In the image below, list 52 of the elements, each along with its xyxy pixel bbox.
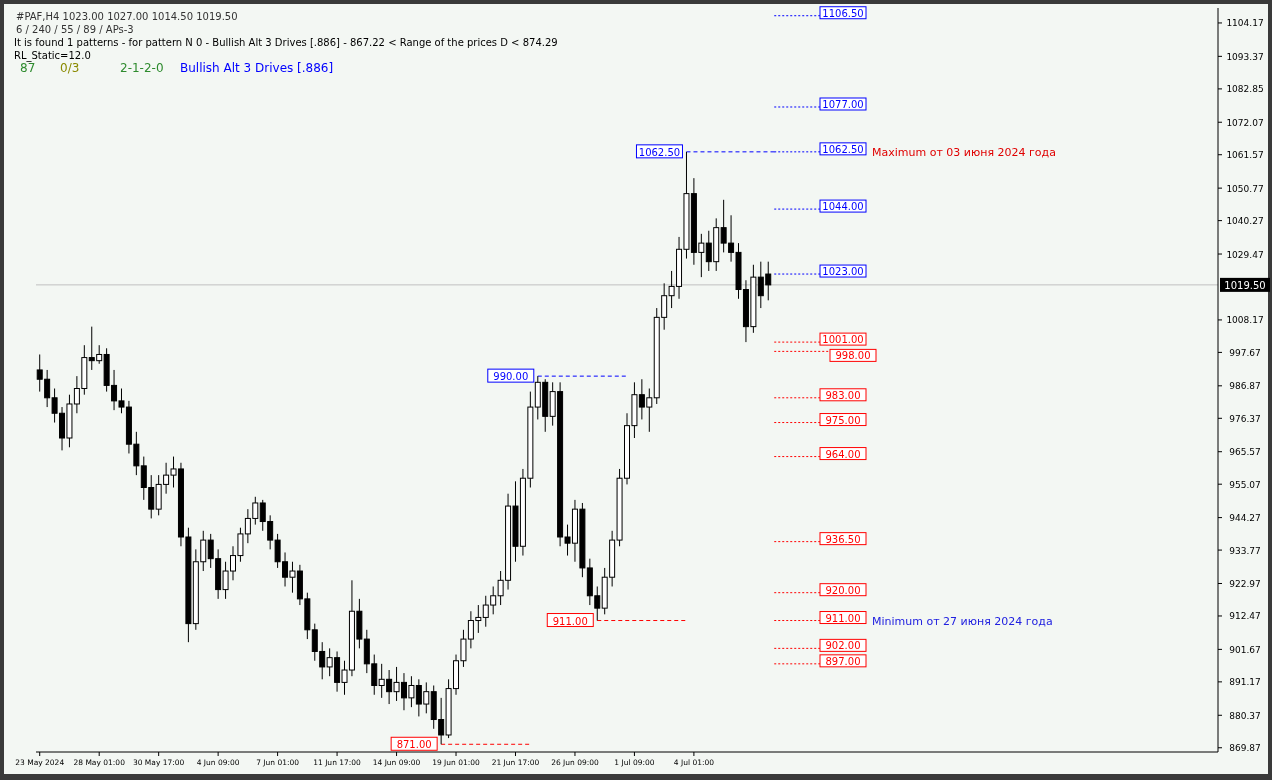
y-tick-label: 944.27 <box>1229 513 1261 524</box>
y-tick-label: 912.47 <box>1229 611 1261 622</box>
y-tick-label: 1082.85 <box>1226 84 1264 95</box>
ref-line-label: 1023.00 <box>822 266 864 278</box>
y-tick-label: 880.37 <box>1229 710 1261 721</box>
y-tick-label: 965.57 <box>1229 447 1261 458</box>
y-tick-label: 976.37 <box>1229 413 1261 424</box>
y-tick-label: 1008.17 <box>1226 315 1264 326</box>
y-tick-label: 933.77 <box>1229 545 1261 556</box>
y-tick-label: 1029.47 <box>1226 249 1264 260</box>
y-tick-label: 986.87 <box>1229 381 1261 392</box>
annotation: 2-1-2-0 <box>120 61 164 75</box>
ref-line-label: 998.00 <box>835 350 871 362</box>
ref-line-label: 975.00 <box>825 414 861 426</box>
y-tick-label: 1104.17 <box>1226 18 1264 29</box>
y-tick-label: 1040.27 <box>1226 216 1264 227</box>
annotation: RL_Static=12.0 <box>14 50 91 62</box>
y-tick-label: 869.87 <box>1229 743 1261 754</box>
annotation: It is found 1 patterns - for pattern N 0 - Bullish Alt 3 Drives [.886] - 867.22 < Range of the prices D < 874.29 <box>14 37 558 48</box>
ref-line-label: 1062.50 <box>638 146 681 158</box>
y-tick-label: 922.97 <box>1229 578 1261 589</box>
y-tick-label: 1093.37 <box>1226 51 1264 62</box>
ref-line-label: 871.00 <box>396 739 432 751</box>
ref-line-label: 1001.00 <box>822 334 864 346</box>
ref-line-label: 936.50 <box>825 533 861 545</box>
y-tick-label: 1061.57 <box>1226 150 1264 161</box>
ref-line-label: 1062.50 <box>822 143 864 155</box>
text: 6 / 240 / 55 / 89 / APs-3 <box>16 24 134 35</box>
ref-line-label: 1077.00 <box>822 98 864 110</box>
ref-line-label: 902.00 <box>825 640 861 652</box>
ref-line-label: 920.00 <box>825 584 861 596</box>
ref-line-label: 1106.50 <box>822 7 864 19</box>
annotation: Bullish Alt 3 Drives [.886] <box>180 61 334 75</box>
ref-line-label: 964.00 <box>825 448 861 460</box>
text: 87 <box>20 61 36 75</box>
annotation: Minimum от 27 июня 2024 года <box>872 614 1053 628</box>
annotation: 0/3 <box>60 61 80 75</box>
y-tick-label: 1072.07 <box>1226 117 1264 128</box>
ref-line-label: 983.00 <box>825 389 861 401</box>
chart-title: #PAF,H4 1023.00 1027.00 1014.50 1019.50 <box>16 11 238 22</box>
ref-line-label: 1019.50 <box>1224 279 1266 291</box>
ref-line-label: 897.00 <box>825 655 861 667</box>
y-tick-label: 955.07 <box>1229 479 1261 490</box>
ref-line-label: 911.00 <box>552 615 588 627</box>
ref-line-label: 990.00 <box>493 371 529 383</box>
y-tick-label: 997.67 <box>1229 347 1261 358</box>
annotation: Maximum от 03 июня 2024 года <box>872 145 1056 159</box>
y-tick-label: 1050.77 <box>1226 183 1264 194</box>
ref-line-label: 1044.00 <box>822 201 864 213</box>
ref-line-label: 911.00 <box>825 612 861 624</box>
y-tick-label: 891.17 <box>1229 677 1261 688</box>
y-tick-label: 901.67 <box>1229 644 1261 655</box>
